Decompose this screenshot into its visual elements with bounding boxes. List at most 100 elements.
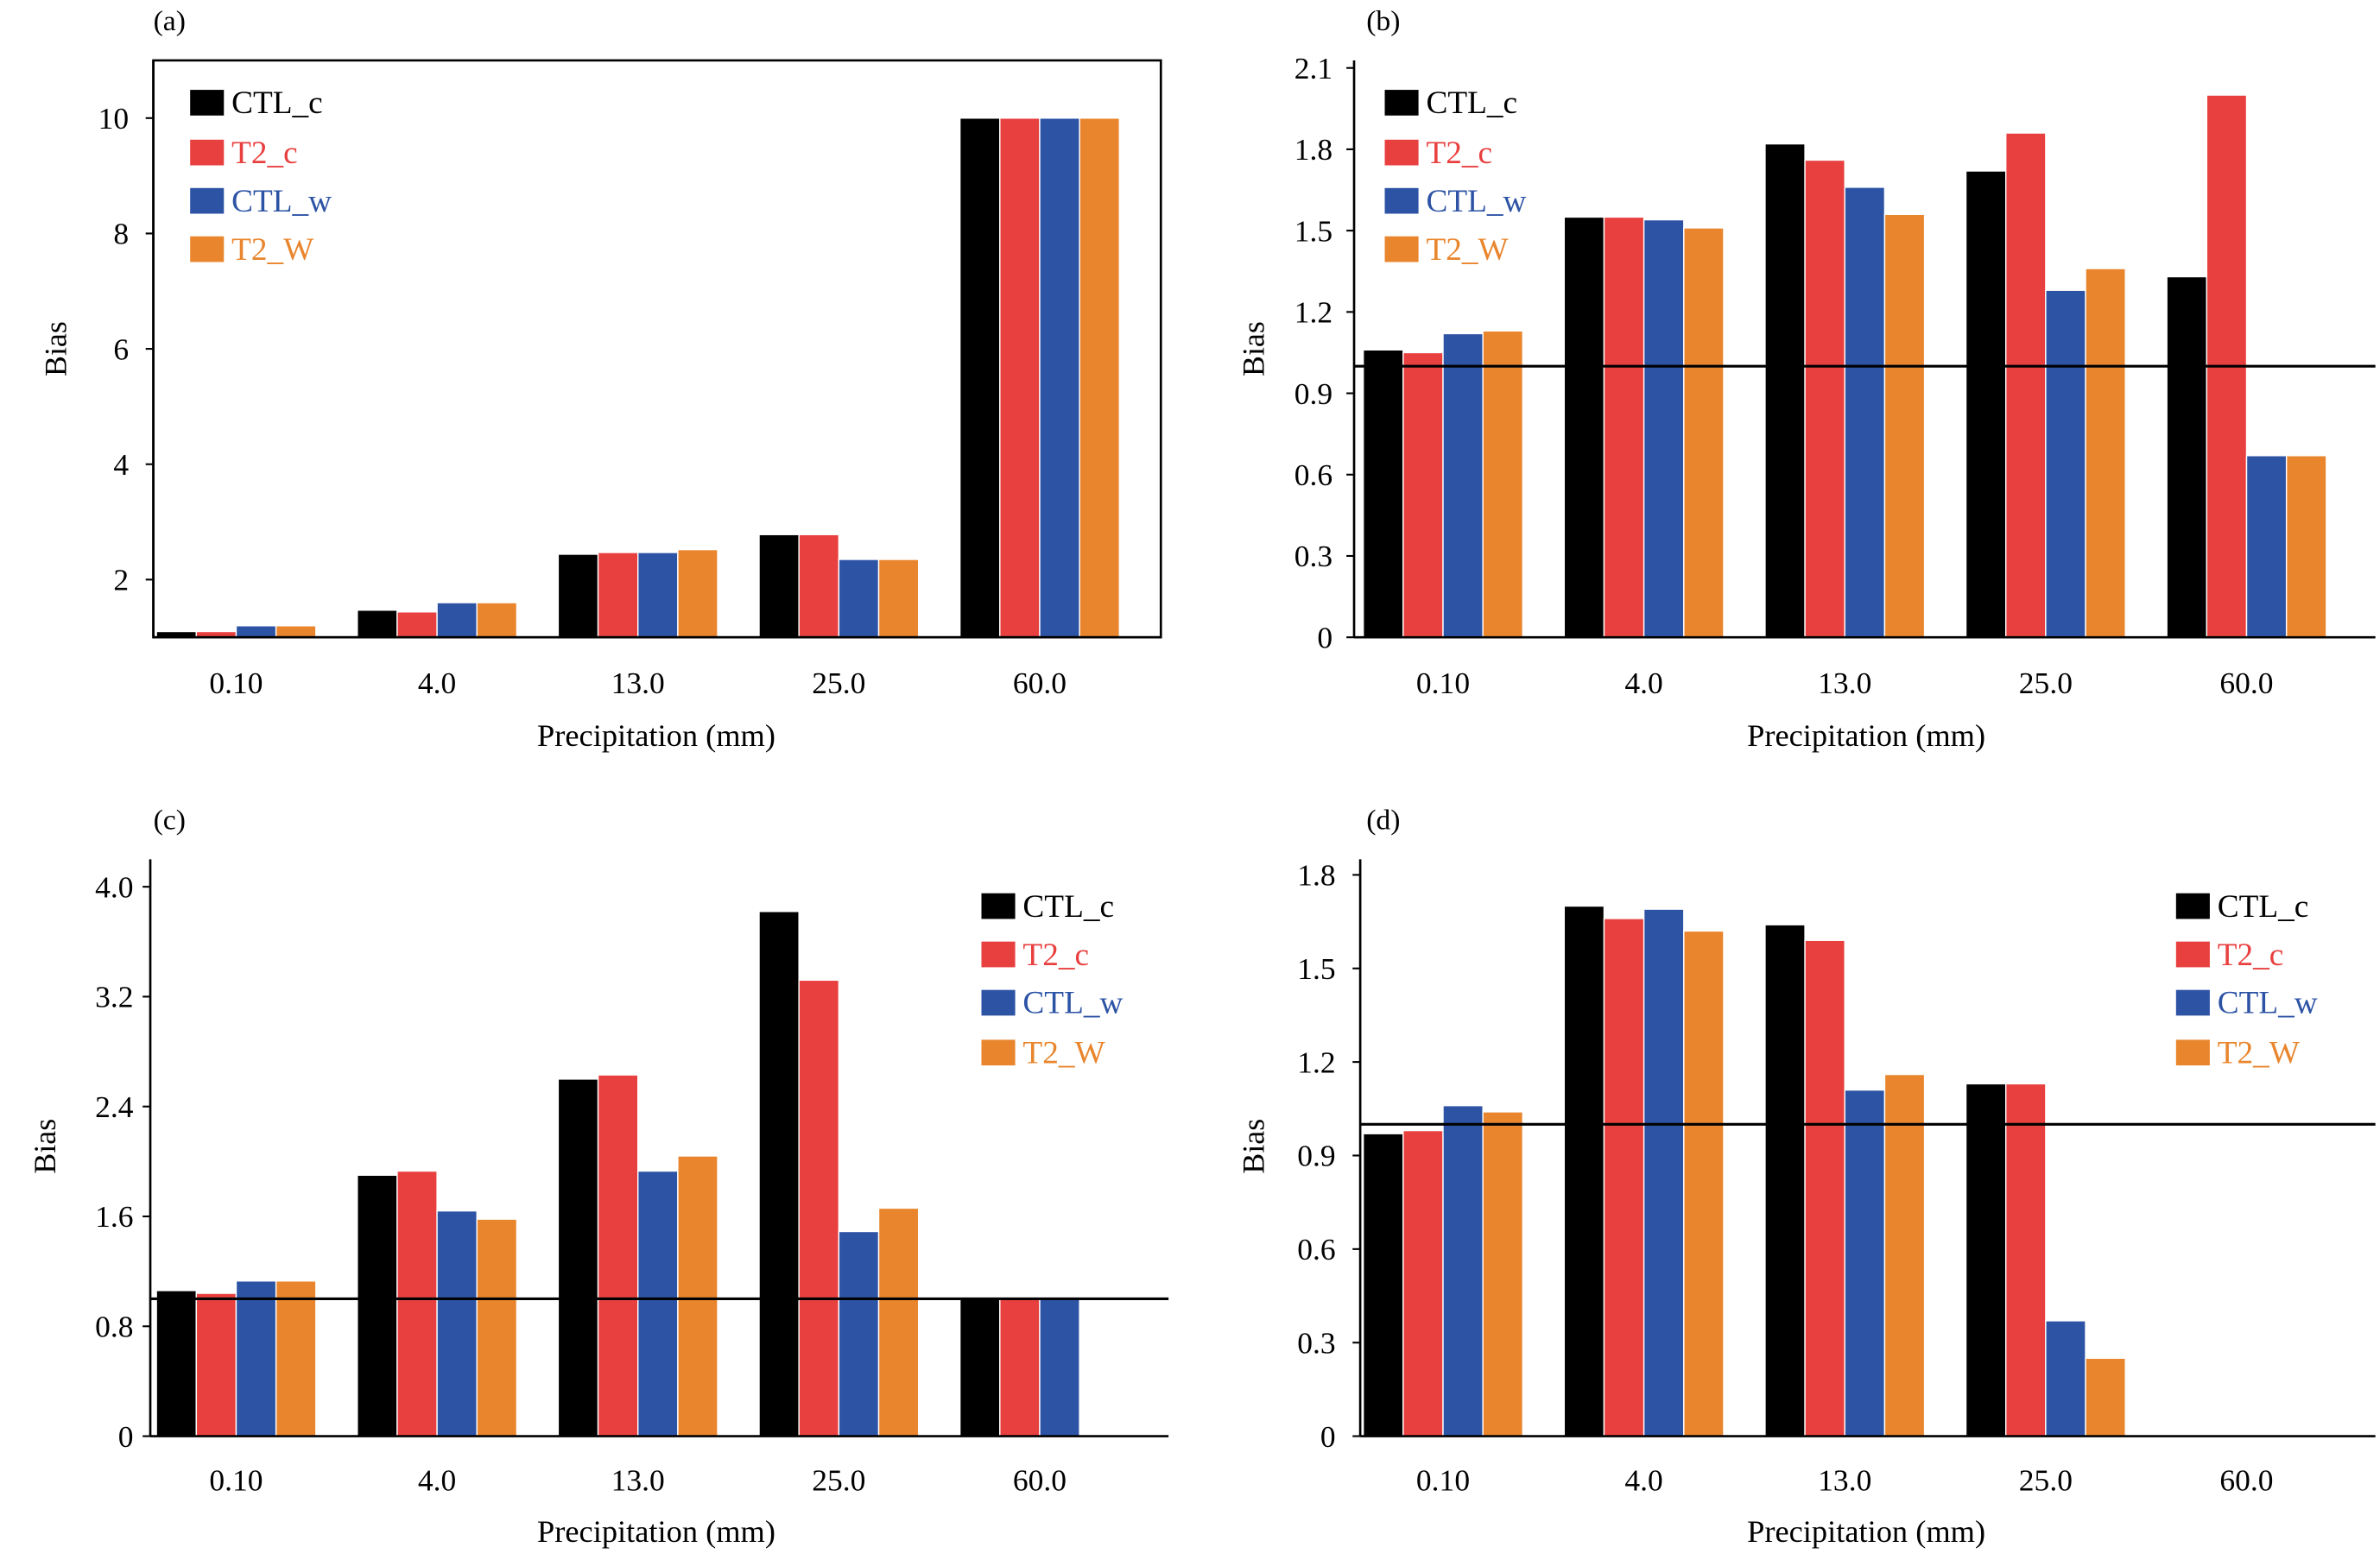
bar-ctl-w bbox=[1643, 218, 1685, 638]
bar-t2-w bbox=[1883, 213, 1926, 638]
y-tick-label: 0.8 bbox=[95, 1311, 133, 1344]
bar-ctl-w bbox=[2045, 1320, 2086, 1437]
bar-t2-c bbox=[1804, 939, 1845, 1437]
bar-t2-c bbox=[597, 552, 639, 638]
bar-ctl-c bbox=[1362, 1133, 1404, 1437]
y-tick-label: 2.1 bbox=[1294, 52, 1332, 85]
bar-ctl-c bbox=[1362, 349, 1404, 638]
legend-swatch-t2-c bbox=[1384, 139, 1419, 166]
y-tick-label: 4.0 bbox=[95, 871, 133, 905]
x-tick-label: 4.0 bbox=[1624, 666, 1662, 700]
legend-swatch-t2-c bbox=[981, 941, 1016, 968]
bar-t2-w bbox=[1482, 330, 1524, 638]
panel-d: (d) 0 0.3 0.6 0.9 1.2 1.5 1.8 0.10 4.0 13.0 25.0 60.… bbox=[1236, 805, 2376, 1549]
y-tick-label: 2.4 bbox=[95, 1090, 134, 1124]
legend-swatch-ctl-w bbox=[2175, 989, 2210, 1016]
bar-t2-c bbox=[798, 979, 840, 1437]
bar-t2-c bbox=[1603, 918, 1645, 1437]
legend-label-t2-w: T2_W bbox=[2218, 1036, 2300, 1071]
bar-ctl-w bbox=[838, 559, 880, 638]
bar-t2-c bbox=[798, 534, 840, 638]
legend-swatch-ctl-c bbox=[2175, 893, 2210, 919]
bar-t2-w bbox=[1683, 227, 1725, 638]
legend: CTL_c T2_c CTL_w T2_W bbox=[190, 85, 332, 268]
panel-a: (a) 2 4 6 8 10 0.10 4.0 13.0 25.0 60.0 Precipitatio… bbox=[38, 5, 1162, 753]
bar-ctl-c bbox=[1764, 924, 1806, 1437]
panel-label: (c) bbox=[154, 805, 186, 837]
y-axis-title: Bias bbox=[1236, 1119, 1270, 1174]
y-tick-label: 10 bbox=[98, 102, 130, 136]
bar-ctl-w bbox=[1442, 332, 1484, 638]
y-tick-label: 1.6 bbox=[95, 1200, 133, 1234]
legend-label-ctl-w: CTL_w bbox=[231, 184, 332, 219]
bar-ctl-w bbox=[838, 1230, 880, 1437]
bar-ctl-w bbox=[637, 552, 679, 638]
x-axis-title: Precipitation (mm) bbox=[537, 1514, 775, 1549]
bar-t2-w bbox=[1883, 1073, 1926, 1437]
bar-ctl-w bbox=[2045, 289, 2086, 638]
x-axis-title: Precipitation (mm) bbox=[1747, 1514, 1985, 1549]
bar-t2-c bbox=[999, 1298, 1041, 1437]
x-tick-label: 60.0 bbox=[1013, 666, 1067, 700]
legend-swatch-ctl-c bbox=[190, 90, 225, 116]
bar-ctl-w bbox=[2245, 455, 2288, 638]
panel-label: (b) bbox=[1366, 5, 1400, 37]
legend-swatch-t2-c bbox=[190, 139, 225, 166]
y-tick-label: 0.3 bbox=[1294, 540, 1332, 573]
bar-t2-w bbox=[2085, 268, 2126, 638]
bar-t2-w bbox=[677, 1155, 718, 1437]
legend-label-ctl-c: CTL_c bbox=[231, 85, 323, 121]
y-tick-label: 0 bbox=[1320, 1420, 1336, 1454]
bar-t2-c bbox=[1804, 159, 1845, 638]
bar-ctl-c bbox=[1764, 142, 1806, 638]
bar-ctl-c bbox=[357, 1174, 398, 1437]
y-tick-label: 0 bbox=[118, 1420, 134, 1454]
y-tick-label: 1.2 bbox=[1294, 296, 1332, 330]
y-tick-label: 0.3 bbox=[1297, 1327, 1335, 1361]
x-tick-label: 0.10 bbox=[209, 666, 263, 700]
x-tick-label: 4.0 bbox=[418, 1464, 456, 1498]
y-tick-label: 4 bbox=[113, 448, 129, 482]
bar-t2-w bbox=[877, 559, 920, 638]
legend-label-t2-c: T2_c bbox=[1426, 136, 1492, 171]
bar-t2-w bbox=[275, 1280, 317, 1437]
y-tick-label: 1.2 bbox=[1297, 1046, 1335, 1080]
legend-swatch-t2-w bbox=[1384, 236, 1419, 262]
y-axis-title: Bias bbox=[1236, 321, 1270, 376]
bar-ctl-c bbox=[1965, 170, 2007, 638]
x-tick-label: 60.0 bbox=[1013, 1464, 1067, 1498]
legend-label-t2-w: T2_W bbox=[1022, 1036, 1105, 1071]
y-tick-label: 1.8 bbox=[1297, 859, 1335, 893]
bar-t2-c bbox=[999, 117, 1041, 638]
bar-ctl-c bbox=[357, 609, 398, 638]
x-tick-label: 60.0 bbox=[2219, 1464, 2273, 1498]
bar-t2-w bbox=[1482, 1111, 1524, 1437]
bar-ctl-c bbox=[2166, 275, 2208, 638]
bar-ctl-c bbox=[557, 1078, 599, 1437]
panel-c: (c) 0 0.8 1.6 2.4 3.2 4.0 0.10 4.0 13.0 25.0 60.0 Pr… bbox=[28, 805, 1169, 1549]
y-tick-label: 3.2 bbox=[95, 981, 133, 1014]
y-tick-label: 0.9 bbox=[1297, 1140, 1335, 1173]
bar-ctl-w bbox=[436, 1209, 478, 1437]
legend-label-t2-c: T2_c bbox=[2218, 938, 2284, 973]
y-axis-title: Bias bbox=[28, 1119, 62, 1174]
legend: CTL_c T2_c CTL_w T2_W bbox=[2175, 889, 2318, 1071]
bar-ctl-w bbox=[637, 1170, 679, 1437]
bar-ctl-c bbox=[758, 534, 800, 638]
x-tick-label: 4.0 bbox=[1624, 1464, 1662, 1498]
panel-b: (b) 0 0.3 0.6 0.9 1.2 1.5 1.8 2.1 0.10 4.0 13.0 25.0… bbox=[1236, 5, 2376, 753]
bar-ctl-w bbox=[1643, 908, 1685, 1437]
bar-group bbox=[155, 117, 1121, 638]
legend-label-t2-w: T2_W bbox=[231, 232, 313, 268]
bar-ctl-c bbox=[959, 117, 1001, 638]
x-tick-label: 60.0 bbox=[2219, 666, 2273, 700]
bar-t2-w bbox=[2085, 1357, 2126, 1437]
legend: CTL_c T2_c CTL_w T2_W bbox=[981, 889, 1124, 1071]
y-tick-label: 1.5 bbox=[1297, 952, 1335, 986]
x-tick-label: 25.0 bbox=[2019, 666, 2073, 700]
x-axis-title: Precipitation (mm) bbox=[1747, 718, 1985, 753]
y-tick-label: 8 bbox=[113, 218, 129, 251]
x-tick-label: 0.10 bbox=[1416, 1464, 1470, 1498]
bar-t2-c bbox=[195, 1292, 237, 1437]
